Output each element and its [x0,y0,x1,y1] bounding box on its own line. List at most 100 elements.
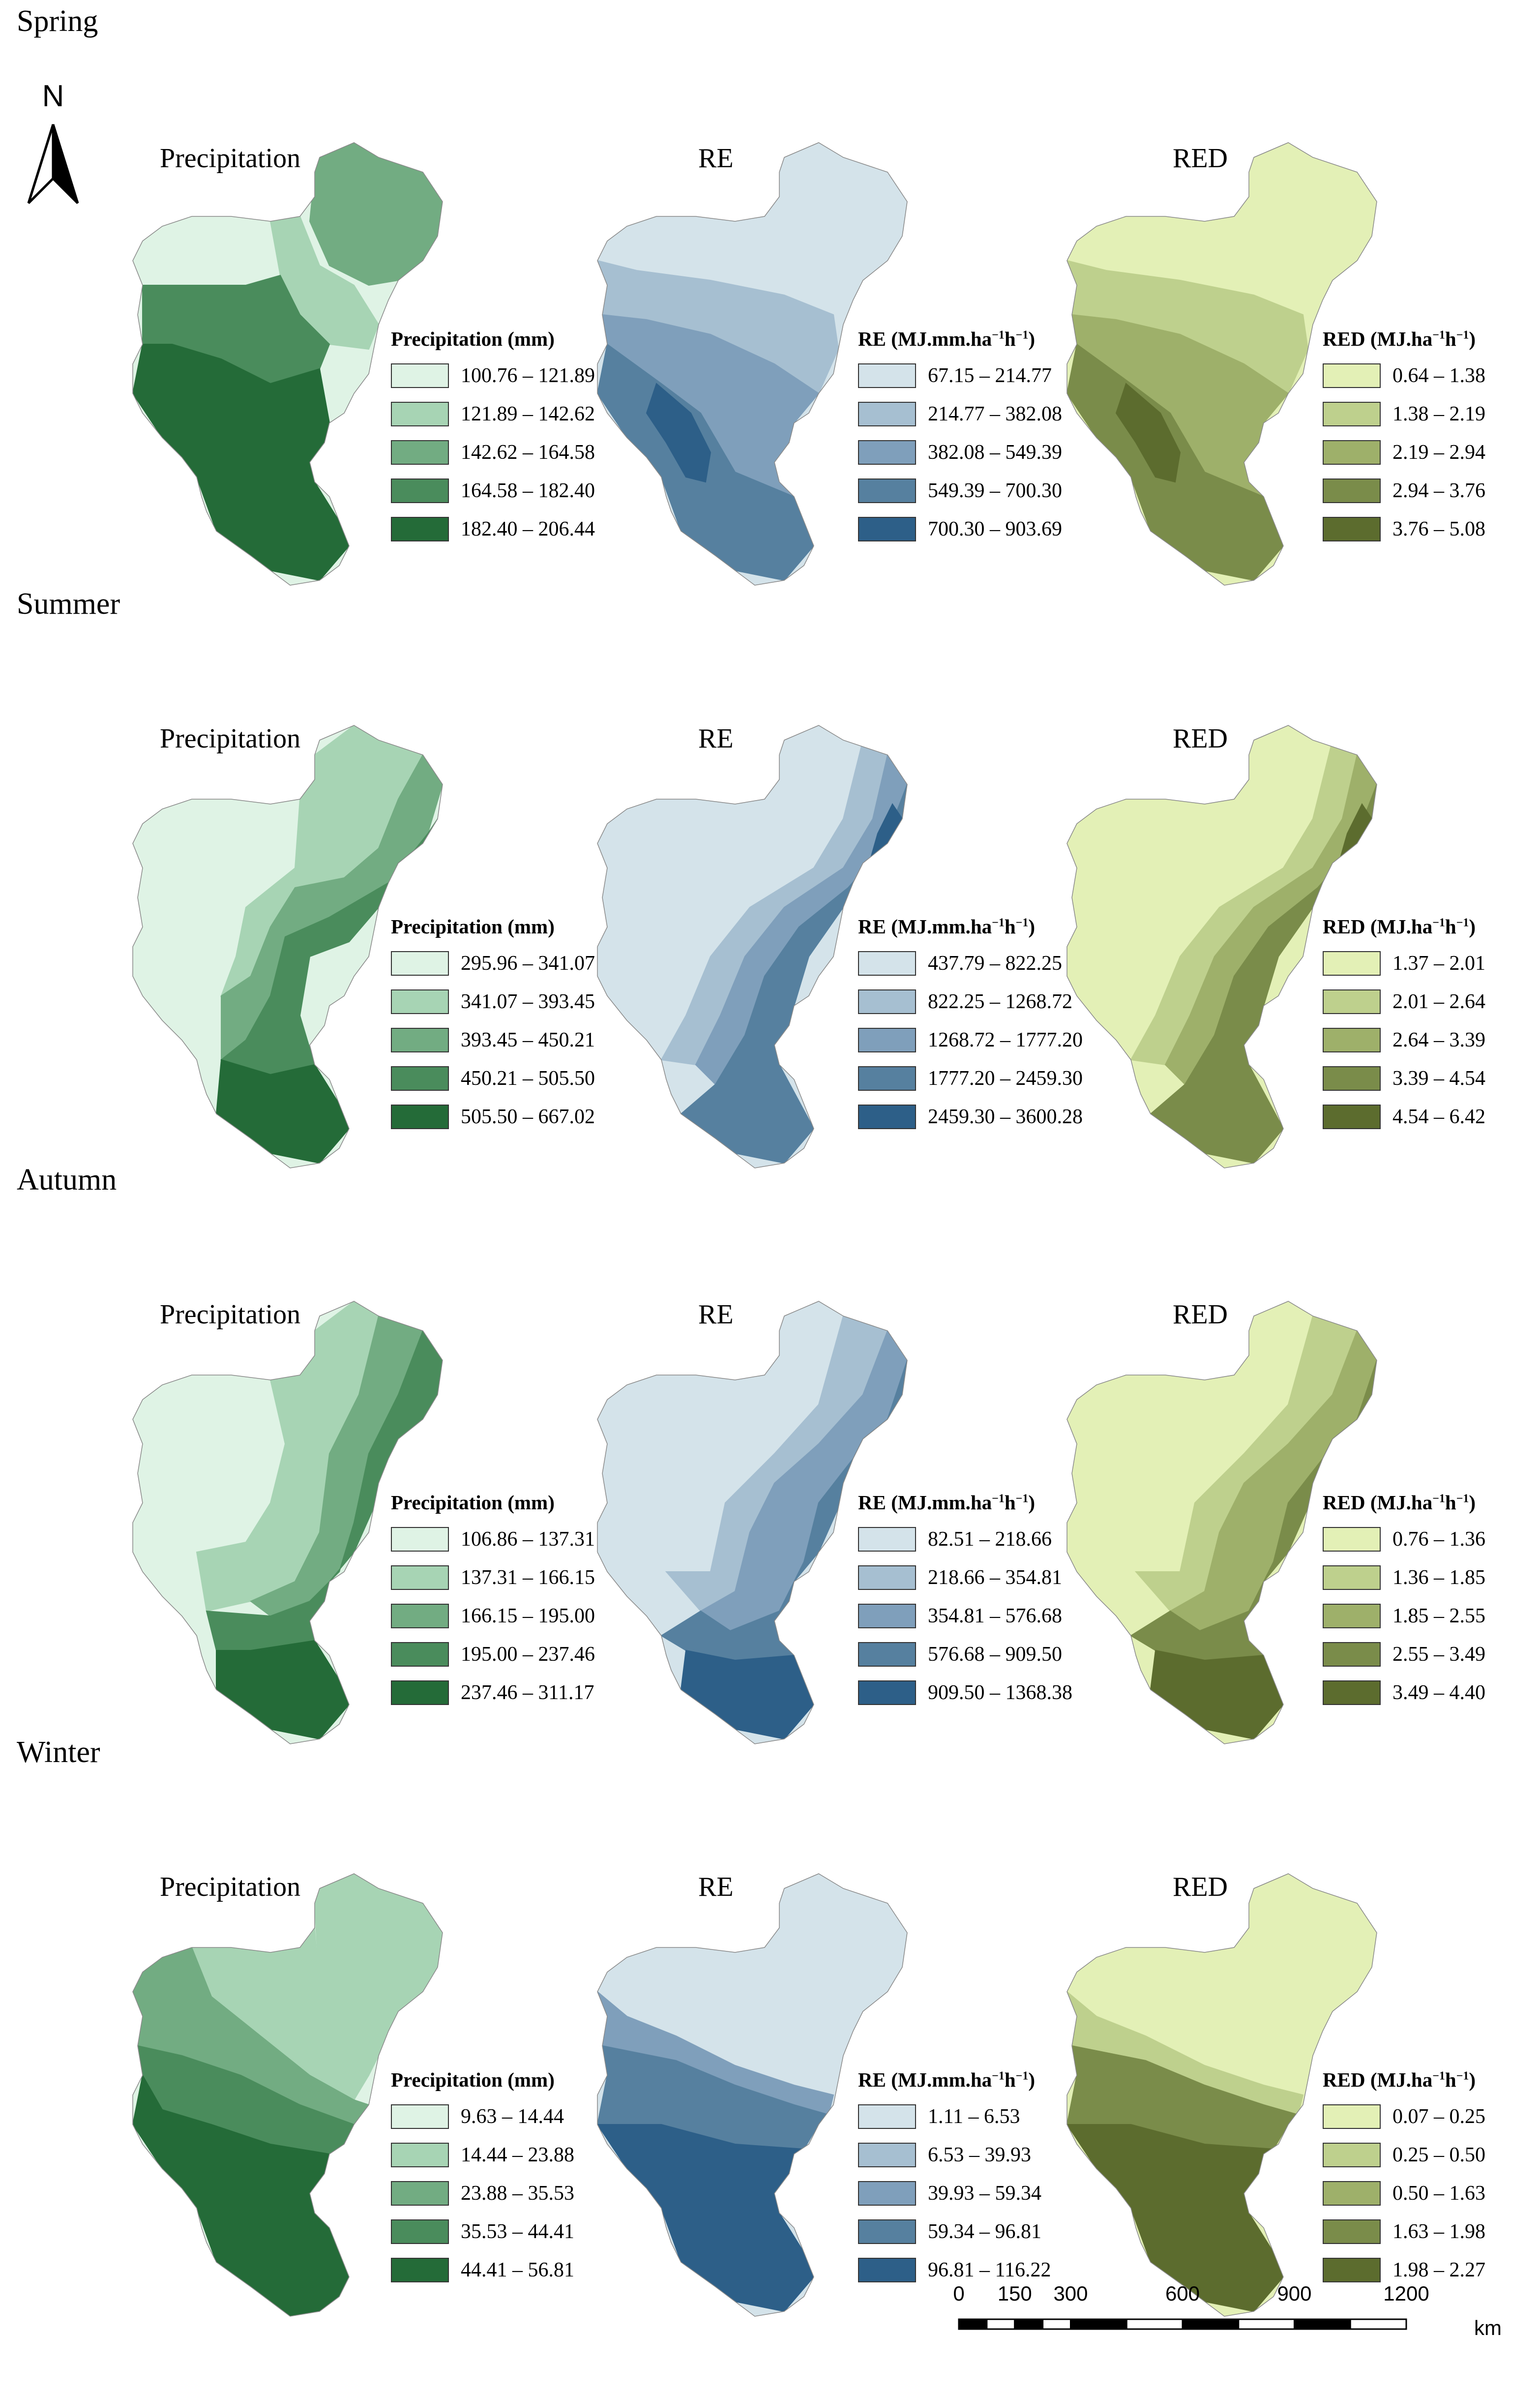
legend-title-main: RE (MJ.mm.ha [858,2068,992,2091]
legend-item: 23.88 – 35.53 [391,2174,574,2213]
map-red-summer [1066,725,1377,1168]
legend-item: 166.15 – 195.00 [391,1597,595,1635]
legend-swatch [1323,363,1381,388]
legend-title-precipitation: Precipitation (mm) [391,915,555,938]
legend-range-label: 700.30 – 903.69 [928,518,1062,540]
legend-range-label: 1.85 – 2.55 [1392,1605,1485,1627]
map-precipitation-summer [132,725,443,1168]
legend-title-precipitation: Precipitation (mm) [391,2068,555,2091]
legend-item: 341.07 – 393.45 [391,983,595,1021]
legend-item: 0.64 – 1.38 [1323,357,1485,395]
legend-item: 121.89 – 142.62 [391,395,595,433]
legend-item: 100.76 – 121.89 [391,357,595,395]
legend-title-exp: −1 [992,1492,1005,1505]
map-title-precipitation-winter: Precipitation [160,1872,301,1902]
legend-item: 164.58 – 182.40 [391,472,595,510]
legend-title-precipitation: Precipitation (mm) [391,328,555,350]
legend-swatch [858,989,916,1014]
zone-re-spring-4 [646,383,711,483]
legend-item: 39.93 – 59.34 [858,2174,1051,2213]
legend-title-unit: h [1004,328,1016,350]
scale-segment [1238,2318,1295,2330]
legend-swatch [858,1604,916,1628]
legend-range-label: 0.50 – 1.63 [1392,2182,1485,2205]
legend-title-end: ) [1028,915,1036,938]
legend-title-red: RED (MJ.ha−1h−1) [1323,1491,1485,1514]
legend-range-label: 218.66 – 354.81 [928,1566,1062,1589]
legend-item: 218.66 – 354.81 [858,1558,1072,1597]
legend-red-summer: RED (MJ.ha−1h−1) 1.37 – 2.01 2.01 – 2.64 2.… [1323,915,1485,1136]
legend-item: 295.96 – 341.07 [391,944,595,983]
legend-range-label: 3.49 – 4.40 [1392,1681,1485,1704]
map-re-summer [597,725,908,1168]
legend-red-spring: RED (MJ.ha−1h−1) 0.64 – 1.38 1.38 – 2.19 2.… [1323,327,1485,548]
legend-title-main: RED (MJ.ha [1323,328,1433,350]
legend-item: 59.34 – 96.81 [858,2213,1051,2251]
legend-range-label: 2.19 – 2.94 [1392,441,1485,464]
legend-range-label: 382.08 – 549.39 [928,441,1062,464]
legend-range-label: 2.01 – 2.64 [1392,990,1485,1013]
legend-title-exp: −1 [1456,329,1469,342]
legend-range-label: 2.64 – 3.39 [1392,1029,1485,1051]
legend-swatch [858,1105,916,1129]
legend-swatch [1323,1680,1381,1705]
legend-range-label: 96.81 – 116.22 [928,2259,1051,2281]
legend-range-label: 82.51 – 218.66 [928,1528,1052,1551]
legend-swatch [391,1565,449,1590]
legend-swatch [391,517,449,541]
legend-item: 0.50 – 1.63 [1323,2174,1485,2213]
legend-title-unit: h [1445,915,1456,938]
legend-title-re: RE (MJ.mm.ha−1h−1) [858,2068,1051,2092]
legend-swatch [391,402,449,426]
legend-item: 237.46 – 311.17 [391,1674,595,1712]
map-title-precipitation-spring: Precipitation [160,143,301,174]
legend-range-label: 576.68 – 909.50 [928,1643,1062,1666]
legend-item: 67.15 – 214.77 [858,357,1062,395]
legend-range-label: 23.88 – 35.53 [461,2182,574,2205]
legend-range-label: 437.79 – 822.25 [928,952,1062,975]
legend-item: 2.94 – 3.76 [1323,472,1485,510]
scale-segment [1182,2318,1240,2330]
legend-swatch [391,2258,449,2282]
scale-tick-label: 900 [1277,2282,1311,2305]
scale-segment [1349,2318,1407,2330]
legend-title-unit: h [1004,2068,1016,2091]
scale-segment [1070,2318,1127,2330]
legend-title-end: ) [1028,1491,1036,1514]
legend-range-label: 106.86 – 137.31 [461,1528,595,1551]
legend-item: 3.49 – 4.40 [1323,1674,1485,1712]
legend-range-label: 1.11 – 6.53 [928,2105,1020,2128]
legend-swatch [391,2104,449,2129]
legend-range-label: 1.63 – 1.98 [1392,2220,1485,2243]
legend-title-unit: h [1004,1491,1016,1514]
map-red-spring [1066,142,1377,586]
zone-precipitation-spring-2 [309,143,443,286]
legend-range-label: 100.76 – 121.89 [461,364,595,387]
legend-title-re: RE (MJ.mm.ha−1h−1) [858,1491,1072,1514]
map-title-red-winter: RED [1173,1872,1228,1902]
legend-swatch [1323,479,1381,503]
legend-title-main: RE (MJ.mm.ha [858,328,992,350]
legend-swatch [858,1680,916,1705]
legend-swatch [1323,1527,1381,1552]
legend-swatch [391,363,449,388]
legend-range-label: 166.15 – 195.00 [461,1605,595,1627]
legend-item: 393.45 – 450.21 [391,1021,595,1059]
legend-item: 909.50 – 1368.38 [858,1674,1072,1712]
legend-item: 35.53 – 44.41 [391,2213,574,2251]
scale-tick-label: 0 [954,2282,965,2305]
legend-title-red: RED (MJ.ha−1h−1) [1323,915,1485,938]
legend-swatch [1323,1105,1381,1129]
legend-range-label: 1.36 – 1.85 [1392,1566,1485,1589]
legend-range-label: 450.21 – 505.50 [461,1067,595,1090]
legend-title-main: RED (MJ.ha [1323,915,1433,938]
legend-item: 1.98 – 2.27 [1323,2251,1485,2289]
legend-range-label: 1268.72 – 1777.20 [928,1029,1083,1051]
legend-title-exp: −1 [992,916,1005,929]
legend-swatch [391,2143,449,2167]
legend-range-label: 137.31 – 166.15 [461,1566,595,1589]
legend-range-label: 214.77 – 382.08 [928,403,1062,425]
legend-precipitation-autumn: Precipitation (mm) 106.86 – 137.31 137.31 … [391,1491,595,1712]
legend-title-end: ) [1469,1491,1476,1514]
zone-red-spring-4 [1115,383,1181,483]
